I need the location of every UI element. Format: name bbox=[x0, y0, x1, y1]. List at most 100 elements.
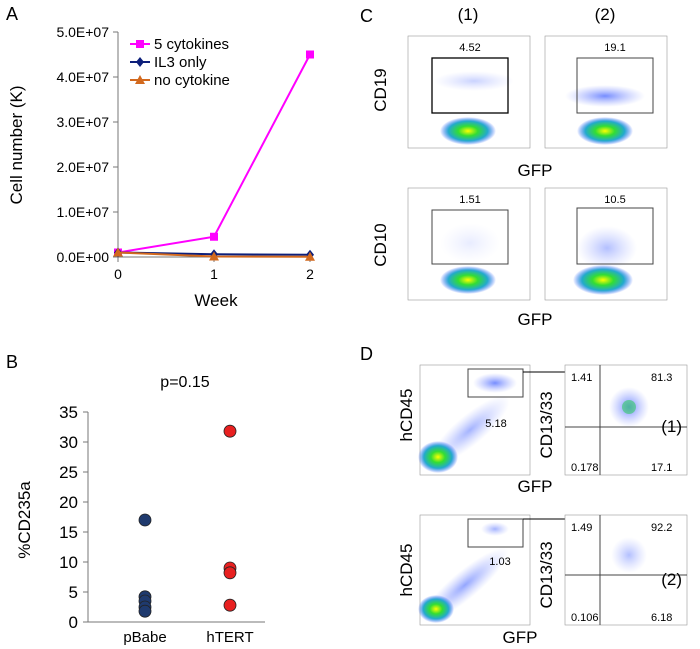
y-tick-label: 35 bbox=[59, 403, 78, 422]
y-tick-label: 30 bbox=[59, 433, 78, 452]
y-tick-label: 15 bbox=[59, 523, 78, 542]
positive-cloud bbox=[577, 226, 637, 270]
quadrant-ur: 81.3 bbox=[651, 372, 672, 384]
gate-box bbox=[467, 368, 524, 398]
y-tick-label: 5.0E+07 bbox=[56, 24, 109, 40]
panel-letter-a: A bbox=[6, 4, 18, 24]
positive-cloud bbox=[611, 537, 647, 573]
gate-percent: 4.52 bbox=[459, 42, 480, 54]
panel-d-row2-label: (2) bbox=[661, 570, 682, 589]
series-point-0 bbox=[306, 50, 314, 59]
data-point-hTERT bbox=[223, 424, 237, 438]
cell-density-core bbox=[577, 117, 633, 145]
panel-letter-d: D bbox=[360, 344, 373, 364]
gate-box bbox=[467, 518, 524, 548]
panel-c-col2-label: (2) bbox=[595, 5, 616, 24]
gate-box bbox=[431, 57, 509, 114]
gate-box bbox=[576, 57, 654, 114]
legend-label-1: IL3 only bbox=[154, 54, 207, 71]
data-point-pBabe bbox=[138, 513, 152, 527]
gate-box bbox=[431, 209, 509, 265]
positive-cloud bbox=[565, 85, 645, 107]
gate-percent: 5.18 bbox=[485, 418, 506, 430]
gate-box bbox=[576, 207, 654, 265]
flow-plot-c21: 1.51 bbox=[407, 187, 531, 301]
quadrant-ul: 1.41 bbox=[571, 372, 592, 384]
panel-b-ylabel: %CD235a bbox=[15, 481, 34, 559]
y-tick-label: 25 bbox=[59, 463, 78, 482]
panel-a-line-chart: Cell number (K) Week 0.0E+00 1.0E+07 2.0E+… bbox=[7, 24, 315, 310]
series-point-2 bbox=[113, 247, 123, 257]
panel-a-xlabel: Week bbox=[194, 291, 238, 310]
panel-letter-c: C bbox=[360, 6, 373, 26]
cell-density-core bbox=[440, 266, 496, 294]
series-point-2 bbox=[305, 251, 315, 261]
y-tick-label: 0 bbox=[69, 613, 78, 632]
panel-b-scatter-chart: p=0.15 %CD235a 0 5 10 15 20 25 30 35 pBabe hTERT bbox=[15, 374, 265, 646]
y-tick-label: 10 bbox=[59, 553, 78, 572]
y-tick-label: 5 bbox=[69, 583, 78, 602]
panel-d-row2-right-ylabel: CD13/33 bbox=[537, 541, 556, 608]
flow-plot-d2-right: 1.49 92.2 0.106 6.18 bbox=[564, 514, 688, 626]
panel-c-flow-plots: (1) (2) CD19 GFP CD10 GFP 4.52 19.1 1.51 bbox=[371, 5, 668, 329]
data-point-hTERT bbox=[223, 598, 237, 612]
flow-plot-d1-right: 1.41 81.3 0.178 17.1 bbox=[564, 364, 688, 476]
panel-d-row2-left-xlabel: GFP bbox=[503, 628, 538, 647]
y-tick-label: 4.0E+07 bbox=[56, 69, 109, 85]
positive-cloud bbox=[473, 373, 517, 393]
y-tick-label: 20 bbox=[59, 493, 78, 512]
cell-density-core bbox=[573, 265, 633, 295]
cell-density-core bbox=[418, 595, 454, 623]
panel-c-row2-xlabel: GFP bbox=[518, 310, 553, 329]
panel-d-row1-label: (1) bbox=[661, 417, 682, 436]
flow-plot-c12: 19.1 bbox=[544, 35, 668, 149]
cell-density-core bbox=[440, 117, 496, 145]
quadrant-ll: 0.106 bbox=[571, 612, 599, 624]
y-tick-label: 3.0E+07 bbox=[56, 114, 109, 130]
positive-cloud bbox=[481, 522, 509, 536]
panel-b-pvalue: p=0.15 bbox=[160, 374, 209, 391]
y-tick-label: 2.0E+07 bbox=[56, 159, 109, 175]
flow-plot-c22: 10.5 bbox=[544, 187, 668, 301]
gate-percent: 1.03 bbox=[489, 556, 510, 568]
flow-plot-d2-left: 1.03 bbox=[418, 514, 531, 626]
panel-letter-b: B bbox=[6, 352, 18, 372]
panel-d-row2-left-ylabel: hCD45 bbox=[397, 544, 416, 597]
panel-d-row1-left-ylabel: hCD45 bbox=[397, 389, 416, 442]
cell-density-core bbox=[418, 441, 458, 473]
cell-density-core bbox=[622, 400, 636, 414]
y-tick-label: 1.0E+07 bbox=[56, 204, 109, 220]
legend-marker-0 bbox=[136, 40, 144, 48]
positive-cloud bbox=[434, 71, 514, 91]
panel-c-row2-ylabel: CD10 bbox=[371, 223, 390, 266]
quadrant-ur: 92.2 bbox=[651, 522, 672, 534]
panel-a-ylabel: Cell number (K) bbox=[7, 85, 26, 204]
series-point-0 bbox=[210, 232, 218, 241]
panel-d-row1-left-xlabel: GFP bbox=[518, 477, 553, 496]
gate-percent: 1.51 bbox=[459, 194, 480, 206]
x-tick-label: 2 bbox=[306, 266, 314, 282]
x-tick-label: 0 bbox=[114, 266, 122, 282]
flow-plot-d1-left: 5.18 bbox=[418, 364, 531, 476]
panel-d-flow-plots: hCD45 5.18 GFP CD13/33 1.41 81.3 0.178 1… bbox=[397, 364, 688, 647]
quadrant-lr: 17.1 bbox=[651, 462, 672, 474]
y-tick-label: 0.0E+00 bbox=[56, 249, 109, 265]
data-point-hTERT bbox=[223, 566, 237, 580]
quadrant-lr: 6.18 bbox=[651, 612, 672, 624]
panel-c-row1-xlabel: GFP bbox=[518, 161, 553, 180]
panel-d-row1-right-ylabel: CD13/33 bbox=[537, 391, 556, 458]
legend-label-2: no cytokine bbox=[154, 72, 230, 89]
flow-plot-c11: 4.52 bbox=[407, 35, 531, 149]
legend-label-0: 5 cytokines bbox=[154, 36, 229, 53]
positive-cloud bbox=[440, 223, 500, 263]
quadrant-ll: 0.178 bbox=[571, 462, 599, 474]
x-category-label: hTERT bbox=[206, 629, 253, 646]
gate-percent: 19.1 bbox=[604, 42, 625, 54]
panel-c-row1-ylabel: CD19 bbox=[371, 68, 390, 111]
gate-percent: 10.5 bbox=[604, 194, 625, 206]
series-point-2 bbox=[209, 251, 219, 261]
legend-marker-1 bbox=[136, 57, 144, 67]
legend-marker-2 bbox=[135, 75, 145, 84]
data-point-pBabe bbox=[138, 604, 152, 618]
